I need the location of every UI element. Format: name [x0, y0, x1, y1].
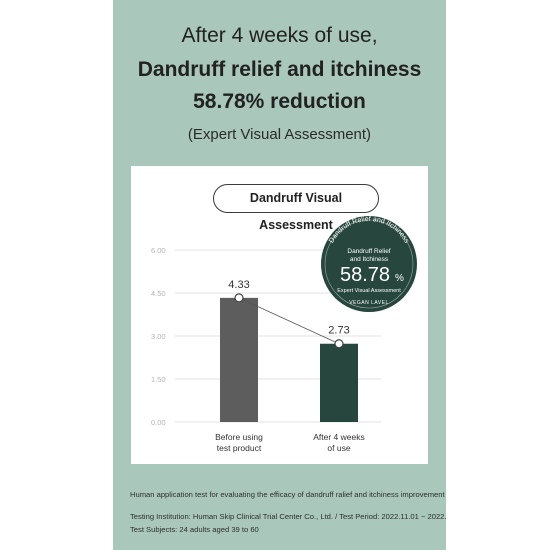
y-tick-label: 6.00 — [151, 246, 166, 255]
badge-unit: % — [395, 273, 404, 284]
footer-line2: Testing Institution: Human Skip Clinical… — [130, 512, 446, 521]
data-label: 4.33 — [228, 279, 249, 291]
category-label: Before using — [215, 432, 263, 442]
data-label: 2.73 — [328, 325, 349, 337]
data-point — [234, 293, 244, 303]
y-tick-label: 0.00 — [151, 418, 166, 427]
category-label: test product — [217, 443, 262, 453]
bar — [320, 343, 358, 422]
badge-ring — [324, 219, 414, 309]
badge-bottom-text: VEGAN LAVEL — [349, 300, 389, 306]
footer-line1: Human application test for evaluating th… — [130, 490, 445, 499]
chart-title: Dandruff Visual Assessment — [213, 184, 379, 232]
badge-circle — [321, 216, 417, 312]
labels: 0.00 1.50 3.00 4.50 6.00 4.33 2.73 Before using… — [151, 246, 365, 453]
bars — [220, 297, 358, 422]
result-badge: Dandruff Relief and Itchiness Dandruff R… — [321, 216, 417, 312]
headline-line1: After 4 weeks of use, — [181, 24, 378, 47]
badge-line2: and Itchiness — [350, 256, 389, 263]
chart-card: Dandruff Visual Assessment 0.00 1.50 3.00 4… — [131, 166, 428, 464]
category-label: of use — [327, 443, 350, 453]
y-tick-label: 4.50 — [151, 289, 166, 298]
bar — [220, 297, 258, 422]
promo-panel: After 4 weeks of use, Dandruff relief an… — [113, 0, 446, 550]
headline-line2: Dandruff relief and itchiness — [137, 58, 422, 81]
y-tick-label: 3.00 — [151, 332, 166, 341]
headline-line3: 58.78% reduction — [193, 90, 366, 113]
connector-line — [238, 297, 340, 345]
category-label: After 4 weeks — [313, 432, 365, 442]
badge-value: 58.78 — [340, 264, 390, 286]
badge-caption: Expert Visual Assessment — [337, 288, 401, 294]
badge-line1: Dandruff Relief — [347, 248, 390, 255]
y-tick-label: 1.50 — [151, 375, 166, 384]
footer-line3: Test Subjects: 24 adults aged 39 to 60 — [130, 525, 259, 534]
headline-subtitle: (Expert Visual Assessment) — [187, 126, 372, 143]
bar-chart: 0.00 1.50 3.00 4.50 6.00 4.33 2.73 Before using… — [151, 216, 417, 453]
data-point — [334, 339, 344, 349]
